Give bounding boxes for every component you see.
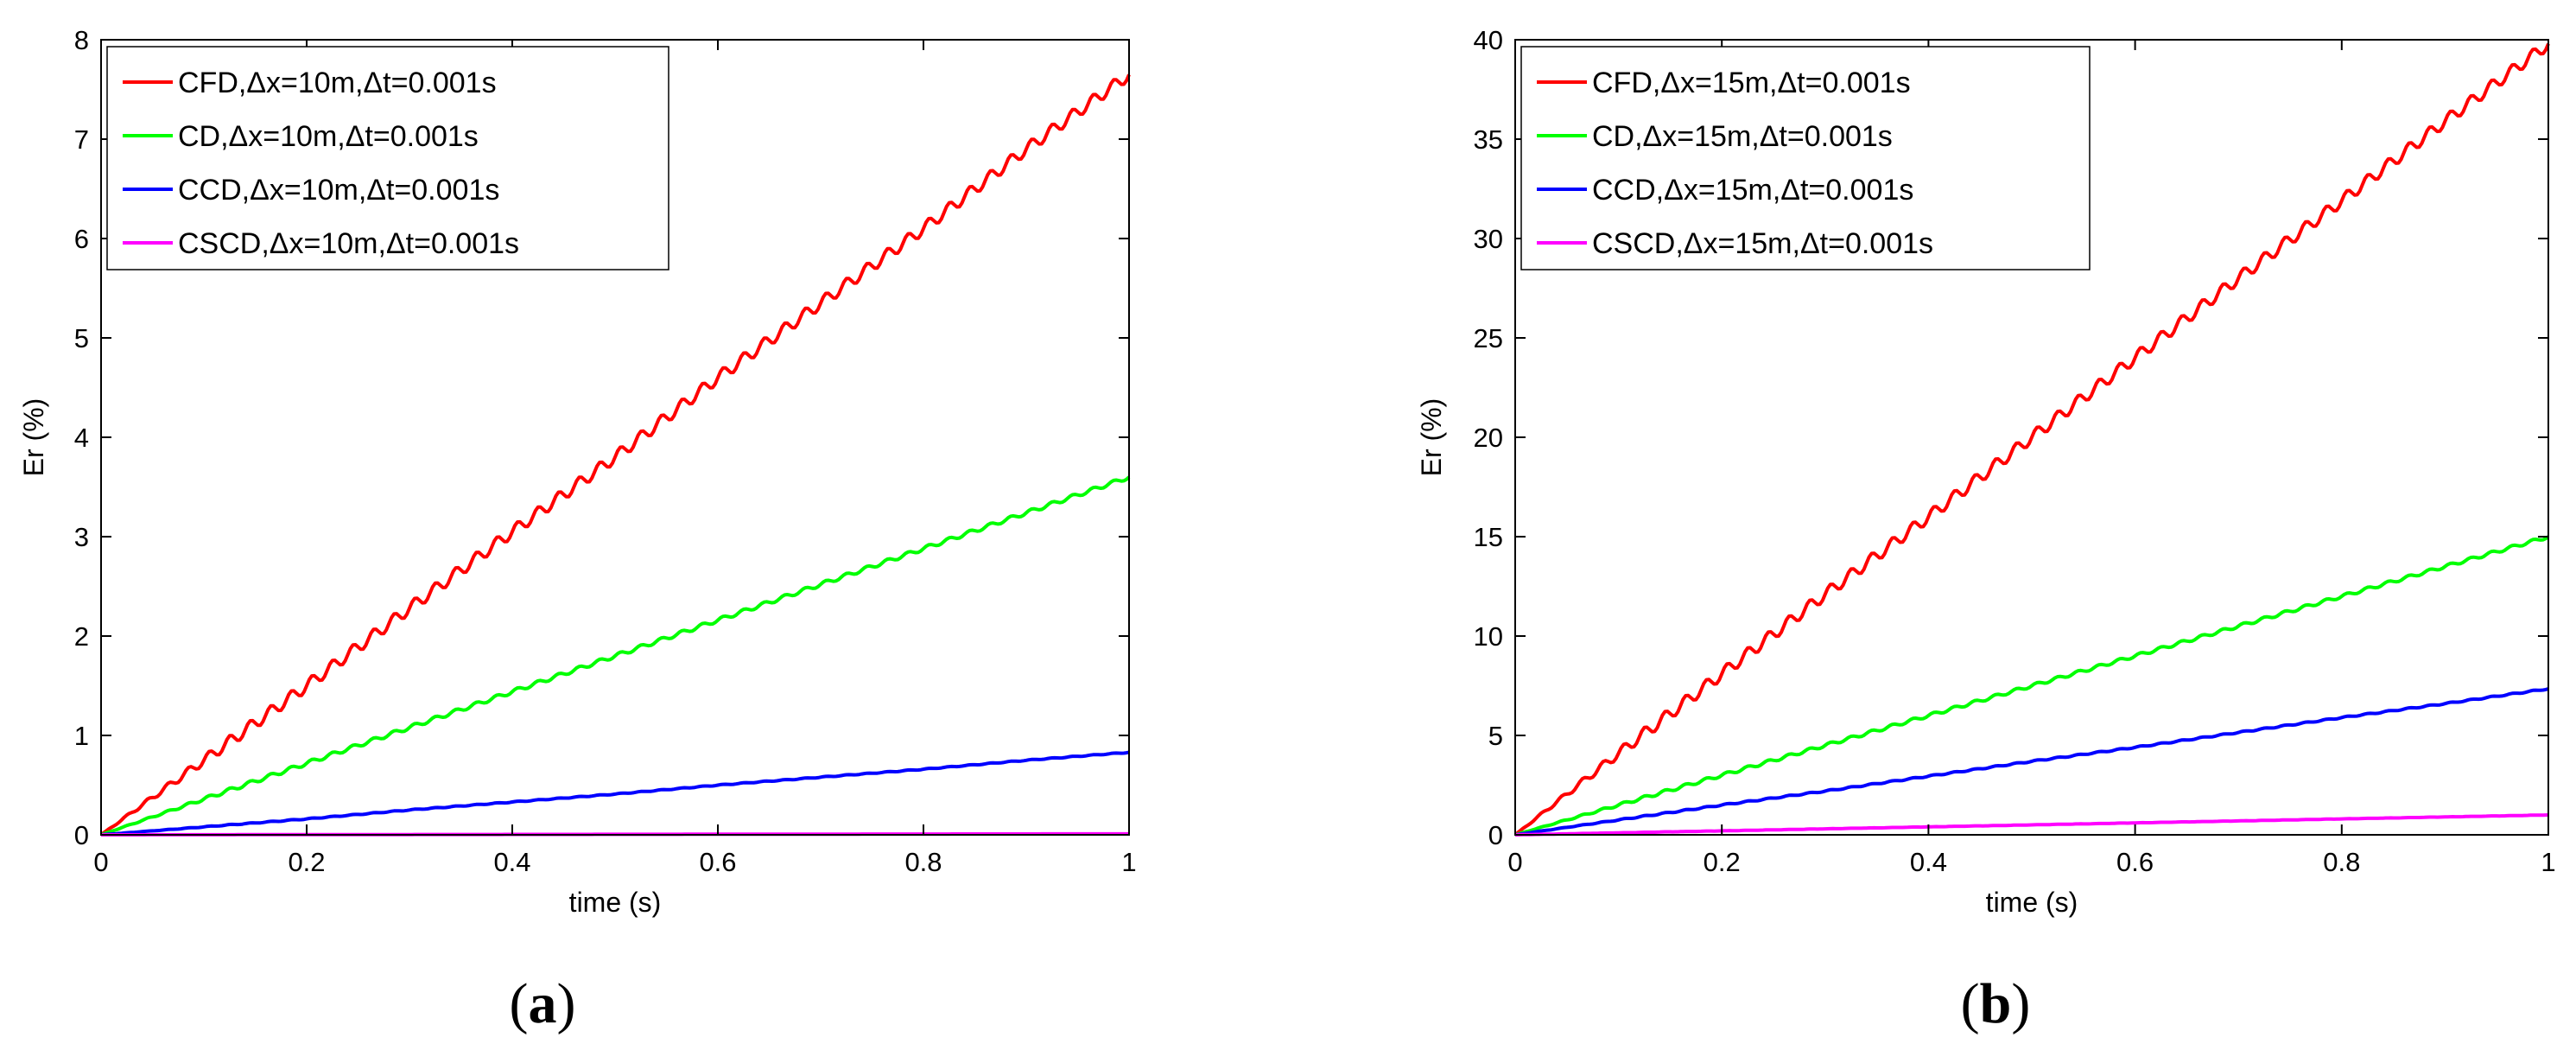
x-tick-label-a: 0.6	[699, 847, 736, 877]
x-tick-label-a: 0.2	[288, 847, 325, 877]
y-axis-label-b: Er (%)	[1416, 398, 1447, 477]
legend-label-cd-b: CD,Δx=15m,Δt=0.001s	[1592, 120, 1893, 153]
x-tick-label-a: 0.4	[493, 847, 530, 877]
legend-box-b	[1520, 46, 2091, 270]
legend-label-cfd-a: CFD,Δx=10m,Δt=0.001s	[178, 67, 497, 99]
y-tick-label-b: 35	[1474, 124, 1503, 155]
series-line-cd-b	[1514, 535, 2550, 837]
y-tick-label-a: 1	[74, 721, 89, 751]
y-tick-label-a: 6	[74, 224, 89, 254]
y-tick-label-b: 25	[1474, 323, 1503, 353]
y-tick-label-a: 3	[74, 522, 89, 552]
series-line-cfd-a	[99, 73, 1131, 837]
x-tick-label-a: 1	[1121, 847, 1136, 877]
series-line-ccd-b	[1514, 687, 2549, 837]
legend-label-ccd-a: CCD,Δx=10m,Δt=0.001s	[178, 174, 499, 207]
x-tick-label-b: 0.2	[1704, 847, 1741, 877]
y-tick-label-a: 5	[74, 323, 89, 353]
y-axis-label-a: Er (%)	[18, 398, 49, 477]
legend-label-cscd-a: CSCD,Δx=10m,Δt=0.001s	[178, 227, 519, 260]
x-tick-label-b: 0	[1507, 847, 1522, 877]
y-tick-label-b: 30	[1474, 224, 1503, 254]
y-tick-label-b: 10	[1474, 621, 1503, 652]
series-group-b	[1513, 42, 2550, 837]
y-tick-label-a: 4	[74, 423, 89, 453]
x-tick-label-a: 0.8	[904, 847, 942, 877]
legend-label-cfd-b: CFD,Δx=15m,Δt=0.001s	[1592, 67, 1911, 99]
y-tick-label-a: 8	[74, 25, 89, 55]
legend-label-cd-a: CD,Δx=10m,Δt=0.001s	[178, 120, 479, 153]
caption-b: (b)	[1961, 972, 2031, 1035]
series-line-cscd-b	[1514, 813, 2549, 837]
y-tick-label-a: 2	[74, 621, 89, 652]
ticks-a: 0 0.2 0.4 0.6 0.8 1 0 1 2 3 4 5 6 7 8	[74, 25, 1137, 877]
legend-box-a	[106, 46, 669, 270]
y-tick-label-b: 0	[1488, 820, 1503, 850]
legend-a: CFD,Δx=10m,Δt=0.001s CD,Δx=10m,Δt=0.001s…	[106, 46, 669, 270]
x-tick-label-b: 0.8	[2323, 847, 2360, 877]
series-line-cd-a	[100, 475, 1131, 837]
y-tick-label-b: 20	[1474, 423, 1503, 453]
legend-label-cscd-b: CSCD,Δx=15m,Δt=0.001s	[1592, 227, 1933, 260]
x-tick-label-b: 0.6	[2116, 847, 2154, 877]
x-axis-label-b: time (s)	[1986, 887, 2078, 918]
caption-a: (a)	[510, 972, 576, 1035]
y-tick-label-a: 0	[74, 820, 89, 850]
caption-letter-b: b	[1980, 972, 2012, 1035]
y-tick-label-b: 15	[1474, 522, 1503, 552]
x-tick-label-b: 0.4	[1910, 847, 1947, 877]
y-tick-label-b: 5	[1488, 721, 1503, 751]
y-tick-label-b: 40	[1474, 25, 1503, 55]
x-tick-label-a: 0	[93, 847, 108, 877]
legend-label-ccd-b: CCD,Δx=15m,Δt=0.001s	[1592, 174, 1913, 207]
x-axis-label-a: time (s)	[569, 887, 662, 918]
legend-b: CFD,Δx=15m,Δt=0.001s CD,Δx=15m,Δt=0.001s…	[1520, 46, 2091, 270]
series-line-cfd-b	[1513, 42, 2550, 837]
series-line-ccd-a	[100, 750, 1130, 837]
caption-letter-a: a	[529, 972, 557, 1035]
x-tick-label-b: 1	[2541, 847, 2555, 877]
y-tick-label-a: 7	[74, 124, 89, 155]
